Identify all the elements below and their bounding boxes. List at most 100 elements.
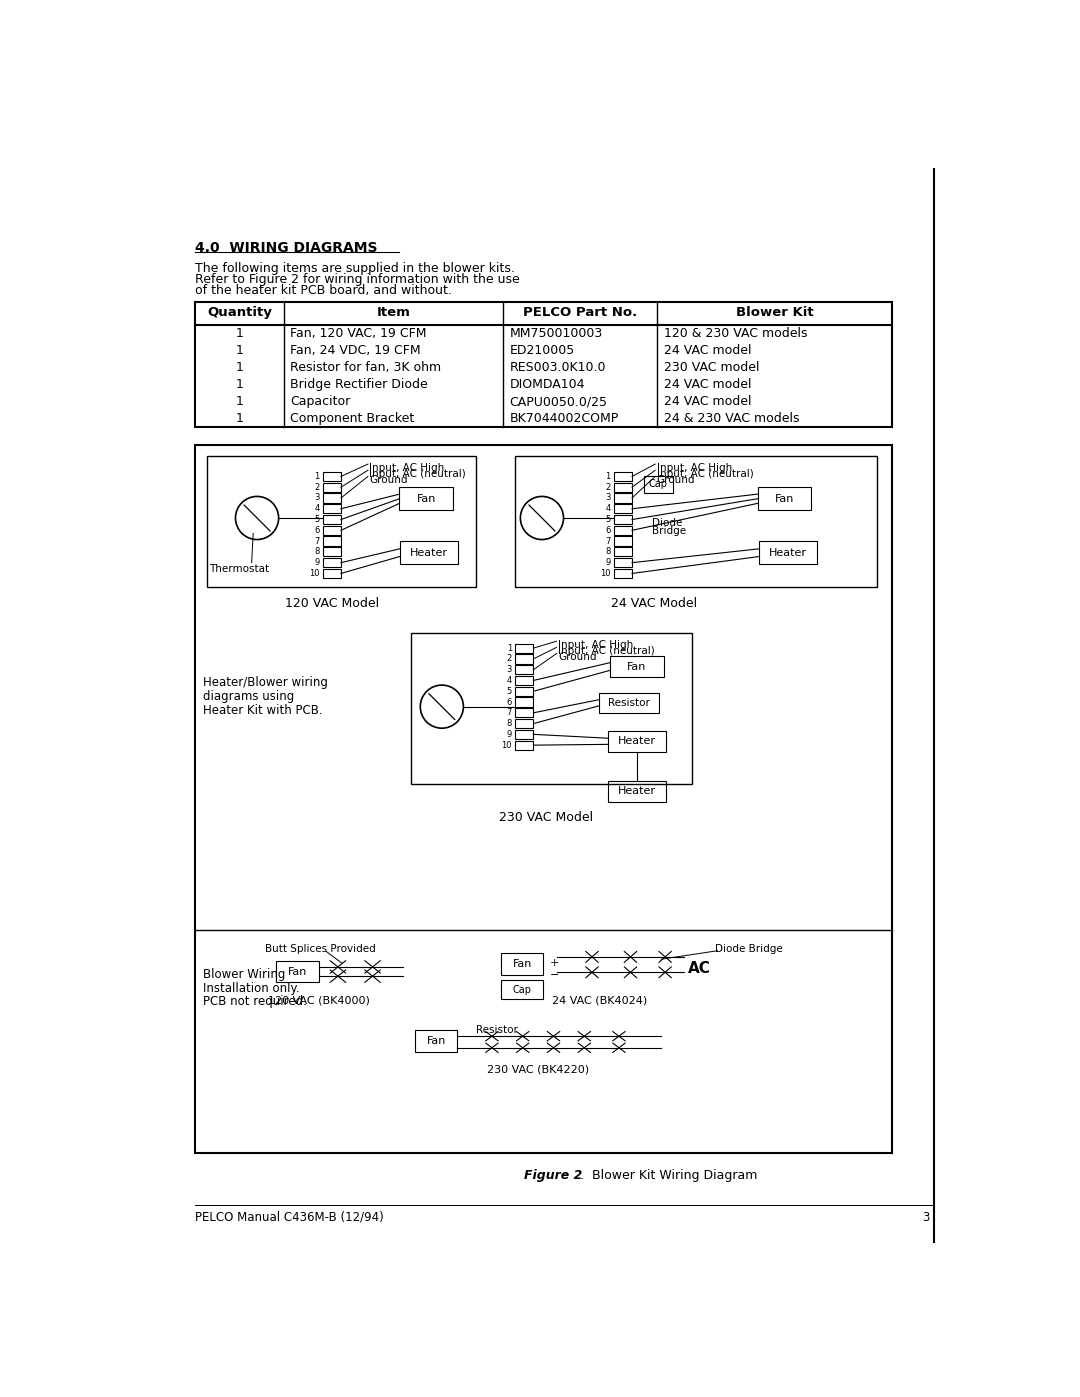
- Text: Input, AC (neutral): Input, AC (neutral): [657, 469, 754, 479]
- Text: BK7044002COMP: BK7044002COMP: [510, 412, 619, 425]
- Text: Bridge: Bridge: [652, 527, 686, 536]
- Bar: [501, 979, 543, 999]
- Text: 6: 6: [507, 697, 512, 707]
- Text: Butt Splices Provided: Butt Splices Provided: [265, 944, 376, 954]
- Text: 4.0  WIRING DIAGRAMS: 4.0 WIRING DIAGRAMS: [195, 240, 378, 254]
- Text: RES003.0K10.0: RES003.0K10.0: [510, 362, 606, 374]
- Text: 24 VAC model: 24 VAC model: [663, 395, 751, 408]
- Bar: [323, 536, 341, 546]
- Bar: [515, 697, 534, 707]
- Bar: [610, 655, 663, 678]
- Text: 1: 1: [235, 379, 244, 391]
- Text: 8: 8: [507, 719, 512, 728]
- Text: 1: 1: [235, 395, 244, 408]
- Bar: [515, 719, 534, 728]
- Text: 2: 2: [605, 483, 610, 492]
- Text: 7: 7: [314, 536, 320, 546]
- Bar: [515, 665, 534, 675]
- Text: 1: 1: [235, 345, 244, 358]
- Bar: [613, 557, 632, 567]
- Text: 7: 7: [605, 536, 610, 546]
- Bar: [515, 708, 534, 718]
- Text: Bridge Rectifier Diode: Bridge Rectifier Diode: [291, 379, 428, 391]
- Text: 24 VAC model: 24 VAC model: [663, 379, 751, 391]
- Text: 9: 9: [507, 729, 512, 739]
- Text: Quantity: Quantity: [207, 306, 272, 320]
- Bar: [613, 472, 632, 481]
- Bar: [207, 457, 476, 587]
- Text: Heater: Heater: [618, 787, 656, 796]
- Bar: [613, 482, 632, 492]
- Text: Heater: Heater: [618, 736, 656, 746]
- Text: DIOMDA104: DIOMDA104: [510, 379, 585, 391]
- Text: .  Blower Kit Wiring Diagram: . Blower Kit Wiring Diagram: [580, 1169, 758, 1182]
- Text: Fan: Fan: [513, 958, 532, 970]
- Text: 8: 8: [314, 548, 320, 556]
- Bar: [323, 482, 341, 492]
- Text: Ground: Ground: [369, 475, 408, 485]
- Text: 10: 10: [600, 569, 610, 578]
- Text: Ground: Ground: [657, 475, 696, 485]
- Text: 5: 5: [605, 515, 610, 524]
- Text: 1: 1: [235, 327, 244, 341]
- Text: 10: 10: [309, 569, 320, 578]
- Text: Fan, 24 VDC, 19 CFM: Fan, 24 VDC, 19 CFM: [291, 345, 421, 358]
- Bar: [323, 548, 341, 556]
- Text: 5: 5: [507, 687, 512, 696]
- Text: 1: 1: [235, 362, 244, 374]
- Text: Input, AC High: Input, AC High: [558, 640, 633, 650]
- Text: 5: 5: [314, 515, 320, 524]
- Text: Fan: Fan: [774, 493, 794, 504]
- Text: Input, AC (neutral): Input, AC (neutral): [369, 469, 467, 479]
- Bar: [323, 569, 341, 578]
- Bar: [323, 472, 341, 481]
- Text: CAPU0050.0/25: CAPU0050.0/25: [510, 395, 608, 408]
- Text: Fan: Fan: [427, 1035, 446, 1046]
- Bar: [613, 525, 632, 535]
- Bar: [323, 515, 341, 524]
- Text: Blower Wiring: Blower Wiring: [203, 968, 285, 982]
- Text: 9: 9: [605, 559, 610, 567]
- Text: Heater/Blower wiring: Heater/Blower wiring: [203, 676, 328, 689]
- Bar: [400, 541, 458, 564]
- Text: Thermostat: Thermostat: [210, 564, 269, 574]
- Text: 8: 8: [605, 548, 610, 556]
- Bar: [501, 953, 543, 975]
- Bar: [411, 633, 692, 784]
- Text: Fan: Fan: [627, 662, 646, 672]
- Bar: [613, 536, 632, 546]
- Text: The following items are supplied in the blower kits.: The following items are supplied in the …: [195, 263, 515, 275]
- Text: Input, AC High: Input, AC High: [657, 462, 732, 472]
- Text: 3: 3: [922, 1211, 930, 1224]
- Bar: [599, 693, 659, 712]
- Text: PELCO Manual C436M-B (12/94): PELCO Manual C436M-B (12/94): [195, 1211, 384, 1224]
- Text: Resistor: Resistor: [476, 1024, 518, 1035]
- Text: Diode Bridge: Diode Bridge: [715, 944, 783, 954]
- Text: PCB not required.: PCB not required.: [203, 995, 307, 1007]
- Bar: [613, 493, 632, 503]
- Text: Blower Kit: Blower Kit: [737, 306, 813, 320]
- Bar: [515, 686, 534, 696]
- Text: 4: 4: [507, 676, 512, 685]
- Text: −: −: [550, 970, 559, 979]
- Text: Input, AC (neutral): Input, AC (neutral): [558, 645, 654, 655]
- Text: 24 & 230 VAC models: 24 & 230 VAC models: [663, 412, 799, 425]
- Bar: [195, 444, 892, 1154]
- Text: Heater Kit with PCB.: Heater Kit with PCB.: [203, 704, 323, 717]
- Text: Fan, 120 VAC, 19 CFM: Fan, 120 VAC, 19 CFM: [291, 327, 427, 341]
- Text: 9: 9: [314, 559, 320, 567]
- Text: Figure 2: Figure 2: [524, 1169, 583, 1182]
- Text: PELCO Part No.: PELCO Part No.: [524, 306, 637, 320]
- Text: 7: 7: [507, 708, 512, 717]
- Bar: [515, 729, 534, 739]
- Text: 4: 4: [314, 504, 320, 513]
- Text: 230 VAC Model: 230 VAC Model: [499, 810, 593, 824]
- Text: 2: 2: [314, 483, 320, 492]
- Text: Heater: Heater: [769, 548, 808, 557]
- Text: Installation only.: Installation only.: [203, 982, 300, 995]
- Text: Input, AC High: Input, AC High: [369, 462, 445, 472]
- Text: Ground: Ground: [558, 652, 596, 662]
- Bar: [757, 488, 811, 510]
- Text: Item: Item: [377, 306, 410, 320]
- Text: 120 VAC (BK4000): 120 VAC (BK4000): [268, 996, 369, 1006]
